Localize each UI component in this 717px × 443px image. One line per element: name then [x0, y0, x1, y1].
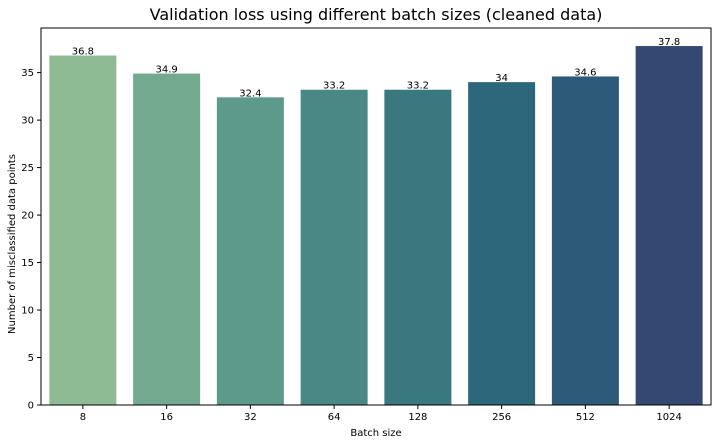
x-tick-label: 8	[80, 412, 86, 423]
y-tick-label: 30	[21, 116, 34, 127]
bar-256	[468, 82, 536, 405]
y-tick-label: 35	[21, 68, 34, 79]
x-axis-label: Batch size	[350, 428, 401, 439]
data-label-8: 36.8	[72, 47, 94, 58]
x-tick-label: 128	[408, 412, 427, 423]
y-tick-label: 20	[21, 211, 34, 222]
y-tick-label: 5	[28, 353, 34, 364]
x-tick-label: 1024	[656, 412, 681, 423]
x-tick-label: 256	[492, 412, 511, 423]
y-tick-label: 15	[21, 258, 34, 269]
x-tick-label: 32	[244, 412, 257, 423]
y-tick-label: 25	[21, 163, 34, 174]
bar-1024	[635, 46, 703, 406]
data-label-16: 34.9	[155, 65, 177, 76]
bar-128	[384, 89, 452, 406]
data-label-32: 32.4	[239, 88, 261, 99]
x-tick-label: 64	[328, 412, 341, 423]
data-label-256: 34	[495, 73, 508, 84]
data-label-128: 33.2	[407, 81, 429, 92]
y-tick-label: 10	[21, 306, 34, 317]
bar-32	[216, 97, 284, 405]
bar-16	[133, 73, 201, 406]
y-axis-label: Number of misclassified data points	[7, 154, 18, 334]
data-label-1024: 37.8	[658, 37, 680, 48]
x-tick-label: 512	[576, 412, 595, 423]
x-tick-label: 16	[160, 412, 173, 423]
bar-64	[300, 89, 368, 406]
y-tick-label: 0	[28, 401, 34, 412]
plot-area: 36.8 8 34.9 16 32.4 32 33.2 64 33.2 128 34 256 34.6 5…	[21, 27, 712, 423]
plot-frame	[40, 27, 712, 406]
bar-512	[551, 76, 619, 406]
chart-title: Validation loss using different batch si…	[150, 5, 603, 24]
data-label-64: 33.2	[323, 81, 345, 92]
bar-8	[49, 55, 117, 406]
data-label-512: 34.6	[574, 67, 596, 78]
